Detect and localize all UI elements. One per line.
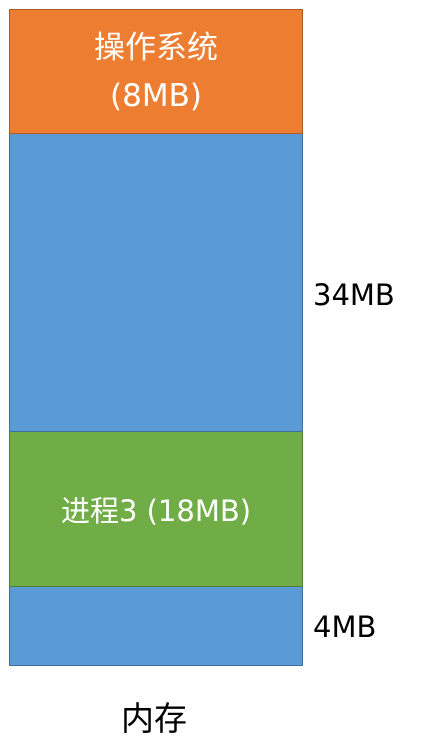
free-block-1-size-label: 34MB xyxy=(313,278,395,312)
process3-block: 进程3 (18MB) xyxy=(9,432,303,587)
free-block-1 xyxy=(9,134,303,432)
os-label: 操作系统 xyxy=(94,29,218,66)
free-block-2 xyxy=(9,587,303,666)
os-block: 操作系统 (8MB) xyxy=(9,9,303,134)
memory-caption: 内存 xyxy=(121,699,187,738)
process3-label: 进程3 (18MB) xyxy=(60,494,252,528)
memory-diagram: 操作系统 (8MB) 进程3 (18MB) xyxy=(9,9,303,666)
free-block-2-size-label: 4MB xyxy=(313,610,377,644)
os-size-label: (8MB) xyxy=(110,77,202,114)
